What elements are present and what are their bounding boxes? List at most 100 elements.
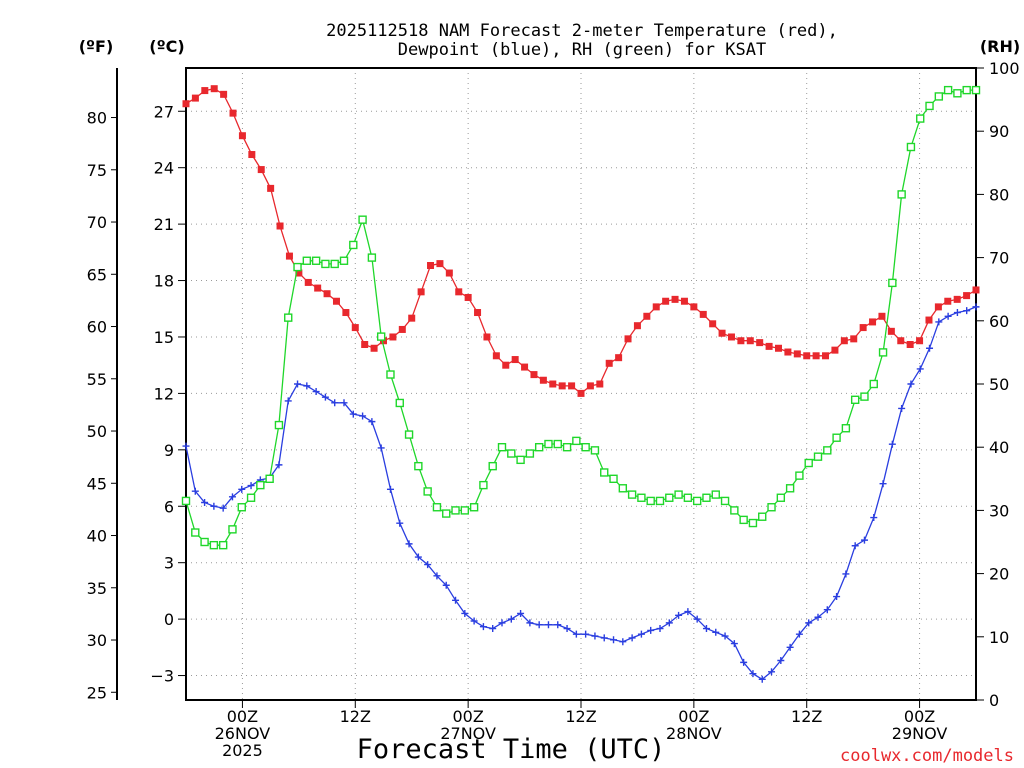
data-point-rh (683, 493, 693, 502)
data-point-dewpoint (414, 553, 422, 561)
data-point-temperature (803, 352, 811, 360)
celsius-tick-label: 27 (154, 102, 174, 121)
data-point-dewpoint (377, 444, 385, 452)
data-point-rh (618, 484, 628, 493)
data-point-rh (302, 256, 312, 265)
data-point-dewpoint (768, 668, 776, 676)
data-point-rh (823, 446, 832, 455)
data-point-rh (376, 332, 386, 341)
data-point-dewpoint (944, 312, 952, 320)
data-point-rh (665, 493, 674, 502)
data-point-rh (209, 540, 219, 550)
rh-tick-label: 70 (989, 249, 1009, 268)
data-point-temperature (765, 342, 773, 350)
data-point-temperature (436, 260, 444, 268)
data-point-dewpoint (665, 619, 673, 627)
x-tick-label: 12Z (565, 707, 596, 726)
fahrenheit-tick-label: 25 (87, 683, 107, 702)
data-point-temperature (680, 297, 688, 305)
data-point-rh (720, 496, 730, 506)
data-point-rh (832, 433, 841, 442)
data-point-dewpoint (275, 461, 283, 469)
data-point-temperature (474, 309, 482, 317)
data-point-rh (711, 490, 720, 499)
data-point-rh (228, 525, 237, 534)
data-point-dewpoint (898, 404, 906, 412)
data-point-dewpoint (758, 675, 766, 683)
data-point-dewpoint (619, 638, 627, 646)
x-tick-label: 28NOV (666, 724, 722, 743)
data-point-temperature (615, 354, 623, 362)
data-point-rh (274, 420, 284, 430)
data-point-rh (330, 259, 339, 269)
data-point-rh (674, 490, 683, 499)
gridlines (186, 68, 976, 700)
fahrenheit-tick-label: 45 (87, 474, 107, 493)
data-point-temperature (417, 288, 425, 296)
data-point-rh (497, 443, 507, 452)
data-point-temperature (972, 286, 980, 294)
series-temperature (182, 85, 980, 397)
data-point-temperature (314, 284, 322, 292)
data-point-dewpoint (600, 634, 608, 642)
data-point-dewpoint (851, 542, 859, 550)
data-point-temperature (248, 151, 256, 159)
data-point-rh (553, 439, 562, 449)
data-point-dewpoint (294, 380, 302, 388)
data-point-rh (758, 512, 767, 521)
data-point-temperature (530, 371, 538, 379)
chart-title-line-1: 2025112518 NAM Forecast 2-meter Temperat… (326, 21, 838, 41)
celsius-tick-label: 24 (154, 159, 174, 178)
data-point-temperature (822, 352, 830, 360)
data-point-temperature (775, 344, 782, 352)
x-tick-label: 27NOV (440, 724, 496, 743)
data-point-rh (516, 455, 525, 465)
data-point-rh (349, 240, 358, 250)
data-point-rh (702, 493, 711, 502)
data-point-rh (646, 496, 655, 506)
data-point-dewpoint (563, 625, 571, 633)
x-tick-label: 2025 (222, 741, 263, 760)
data-point-rh (906, 142, 916, 152)
data-point-rh (860, 392, 869, 401)
x-axis-label: Forecast Time (UTC) (357, 734, 666, 765)
data-point-rh (637, 493, 646, 502)
data-point-dewpoint (860, 536, 868, 544)
data-point-temperature (916, 337, 924, 345)
fahrenheit-tick-label: 65 (87, 265, 107, 284)
data-point-rh (692, 496, 702, 506)
data-point-rh (442, 509, 451, 518)
data-point-dewpoint (721, 632, 729, 640)
data-point-dewpoint (693, 615, 701, 623)
data-point-temperature (210, 85, 218, 93)
data-point-rh (200, 537, 209, 547)
data-point-temperature (671, 295, 679, 303)
data-point-dewpoint (907, 380, 915, 388)
data-point-dewpoint (433, 572, 441, 580)
celsius-tick-label: 21 (154, 215, 174, 234)
fahrenheit-tick-label: 55 (87, 370, 107, 389)
fahrenheit-tick-label: 35 (87, 579, 107, 598)
data-point-rh (739, 515, 748, 525)
data-point-temperature (934, 303, 942, 311)
rh-tick-label: 80 (989, 185, 1009, 204)
x-tick-label: 29NOV (892, 724, 948, 743)
celsius-tick-label: 6 (164, 497, 174, 516)
celsius-tick-label: 3 (164, 554, 174, 573)
data-point-dewpoint (182, 442, 190, 450)
celsius-axis-unit: (ºC) (149, 37, 184, 56)
data-point-temperature (737, 337, 745, 345)
data-point-dewpoint (424, 561, 432, 569)
fahrenheit-tick-label: 60 (87, 318, 107, 337)
fahrenheit-tick-label: 40 (87, 527, 107, 546)
data-point-temperature (953, 295, 961, 303)
series-rh (181, 85, 981, 550)
data-point-dewpoint (405, 540, 413, 548)
data-point-rh (534, 443, 544, 452)
data-point-rh (544, 439, 553, 449)
data-point-temperature (577, 389, 585, 397)
data-point-dewpoint (359, 412, 367, 420)
data-point-rh (404, 430, 414, 439)
data-point-temperature (502, 361, 510, 369)
data-point-rh (321, 259, 330, 269)
